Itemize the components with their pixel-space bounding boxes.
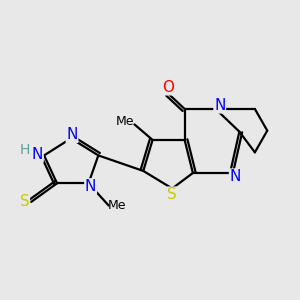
Text: H: H — [19, 143, 30, 157]
Text: N: N — [66, 127, 78, 142]
Text: N: N — [85, 179, 96, 194]
Text: N: N — [32, 147, 43, 162]
Text: Me: Me — [108, 199, 126, 212]
Text: O: O — [162, 80, 174, 95]
Text: N: N — [230, 169, 241, 184]
Text: Me: Me — [116, 115, 134, 128]
Text: S: S — [20, 194, 29, 209]
Text: N: N — [214, 98, 225, 113]
Text: S: S — [167, 187, 177, 202]
